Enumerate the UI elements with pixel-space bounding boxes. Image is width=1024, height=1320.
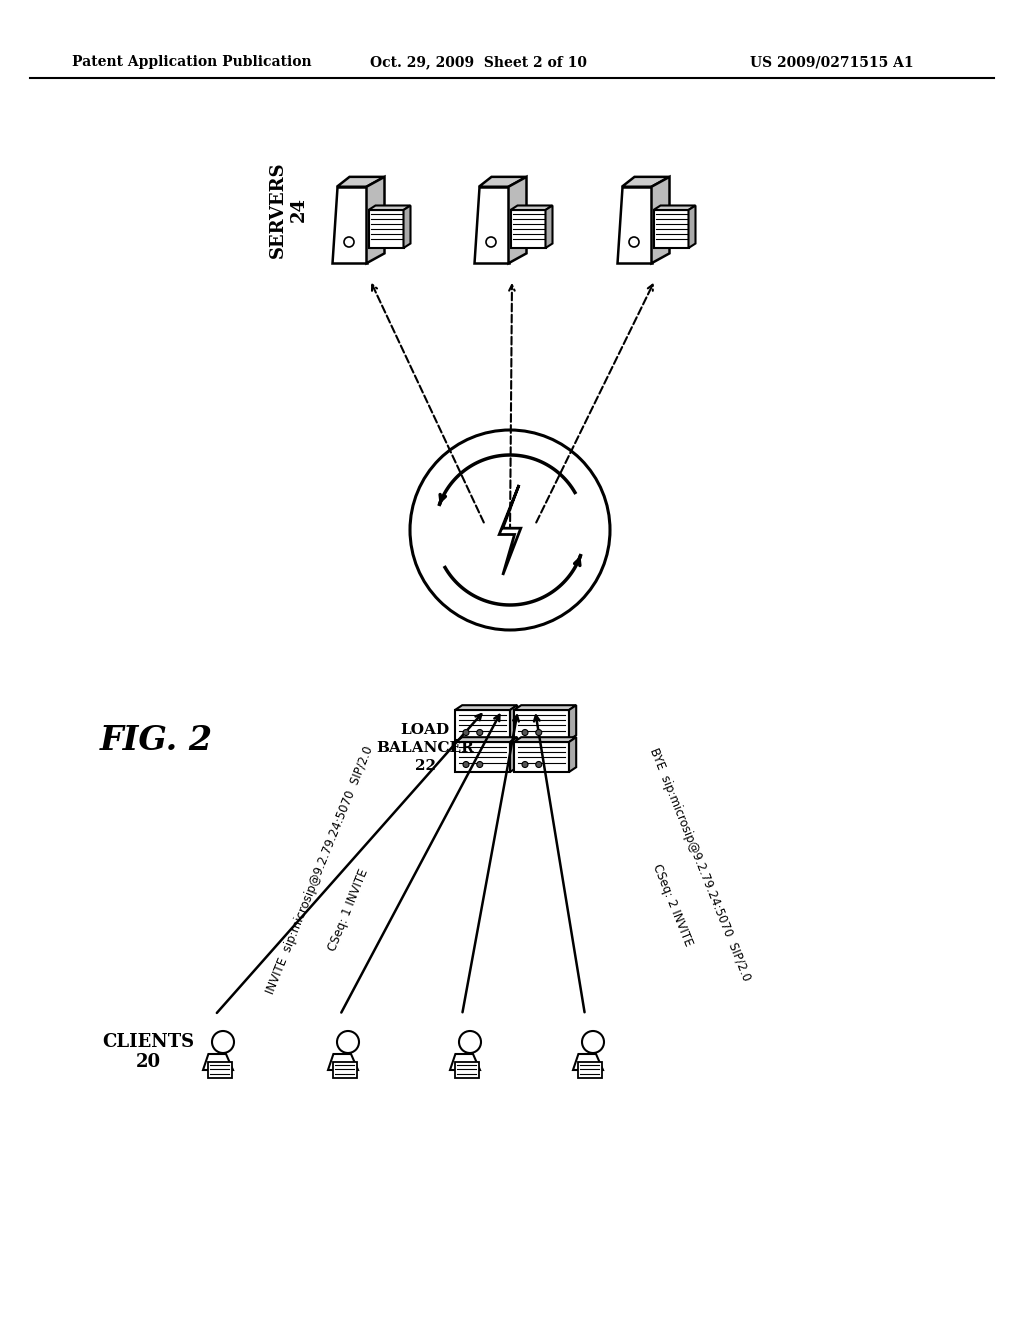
Circle shape: [459, 1031, 481, 1053]
Text: INVITE  sip:microsip@9.2.79.24:5070  SIP/2.0: INVITE sip:microsip@9.2.79.24:5070 SIP/2…: [264, 744, 376, 995]
Polygon shape: [510, 705, 517, 741]
Polygon shape: [616, 186, 651, 263]
Polygon shape: [653, 206, 695, 210]
Circle shape: [629, 238, 639, 247]
Polygon shape: [514, 742, 569, 772]
Polygon shape: [455, 742, 510, 772]
Polygon shape: [500, 484, 521, 576]
Polygon shape: [403, 206, 411, 248]
Polygon shape: [688, 206, 695, 248]
Circle shape: [463, 762, 469, 767]
Polygon shape: [546, 206, 553, 248]
Polygon shape: [369, 210, 403, 248]
Polygon shape: [514, 737, 577, 742]
Polygon shape: [578, 1063, 602, 1078]
Polygon shape: [455, 705, 517, 710]
Text: LOAD: LOAD: [400, 723, 450, 737]
Text: CSeq: 2 INVITE: CSeq: 2 INVITE: [649, 862, 694, 948]
Text: SERVERS
24: SERVERS 24: [268, 161, 307, 259]
Circle shape: [410, 430, 610, 630]
Polygon shape: [450, 1053, 480, 1071]
Circle shape: [477, 730, 482, 735]
Polygon shape: [569, 705, 577, 741]
Polygon shape: [622, 177, 670, 186]
Circle shape: [337, 1031, 359, 1053]
Polygon shape: [573, 1053, 603, 1071]
Text: BALANCER: BALANCER: [376, 741, 474, 755]
Polygon shape: [511, 206, 553, 210]
Polygon shape: [337, 177, 384, 186]
Text: Patent Application Publication: Patent Application Publication: [72, 55, 311, 69]
Polygon shape: [369, 206, 411, 210]
Circle shape: [477, 762, 482, 767]
Polygon shape: [509, 177, 526, 263]
Polygon shape: [479, 177, 526, 186]
Polygon shape: [333, 1063, 356, 1078]
Polygon shape: [208, 1063, 231, 1078]
Circle shape: [536, 730, 542, 735]
Circle shape: [522, 730, 528, 735]
Circle shape: [522, 762, 528, 767]
Polygon shape: [510, 737, 517, 772]
Text: US 2009/0271515 A1: US 2009/0271515 A1: [750, 55, 913, 69]
Circle shape: [463, 730, 469, 735]
Polygon shape: [203, 1053, 233, 1071]
Polygon shape: [455, 1063, 479, 1078]
Polygon shape: [332, 186, 367, 263]
Polygon shape: [367, 177, 384, 263]
Polygon shape: [514, 710, 569, 741]
Text: BYE  sip:microsip@9.2.79.24:5070  SIP/2.0: BYE sip:microsip@9.2.79.24:5070 SIP/2.0: [647, 747, 753, 983]
Text: CLIENTS: CLIENTS: [102, 1034, 195, 1051]
Polygon shape: [473, 186, 509, 263]
Polygon shape: [569, 737, 577, 772]
Text: Oct. 29, 2009  Sheet 2 of 10: Oct. 29, 2009 Sheet 2 of 10: [370, 55, 587, 69]
Circle shape: [582, 1031, 604, 1053]
Circle shape: [536, 762, 542, 767]
Polygon shape: [328, 1053, 358, 1071]
Text: 20: 20: [135, 1053, 161, 1071]
Text: FIG. 2: FIG. 2: [100, 723, 213, 756]
Text: CSeq: 1 INVITE: CSeq: 1 INVITE: [326, 867, 371, 953]
Circle shape: [212, 1031, 234, 1053]
Polygon shape: [455, 737, 517, 742]
Circle shape: [486, 238, 496, 247]
Polygon shape: [455, 710, 510, 741]
Polygon shape: [511, 210, 546, 248]
Polygon shape: [651, 177, 670, 263]
Polygon shape: [514, 705, 577, 710]
Circle shape: [344, 238, 354, 247]
Text: 22: 22: [415, 759, 435, 774]
Polygon shape: [653, 210, 688, 248]
